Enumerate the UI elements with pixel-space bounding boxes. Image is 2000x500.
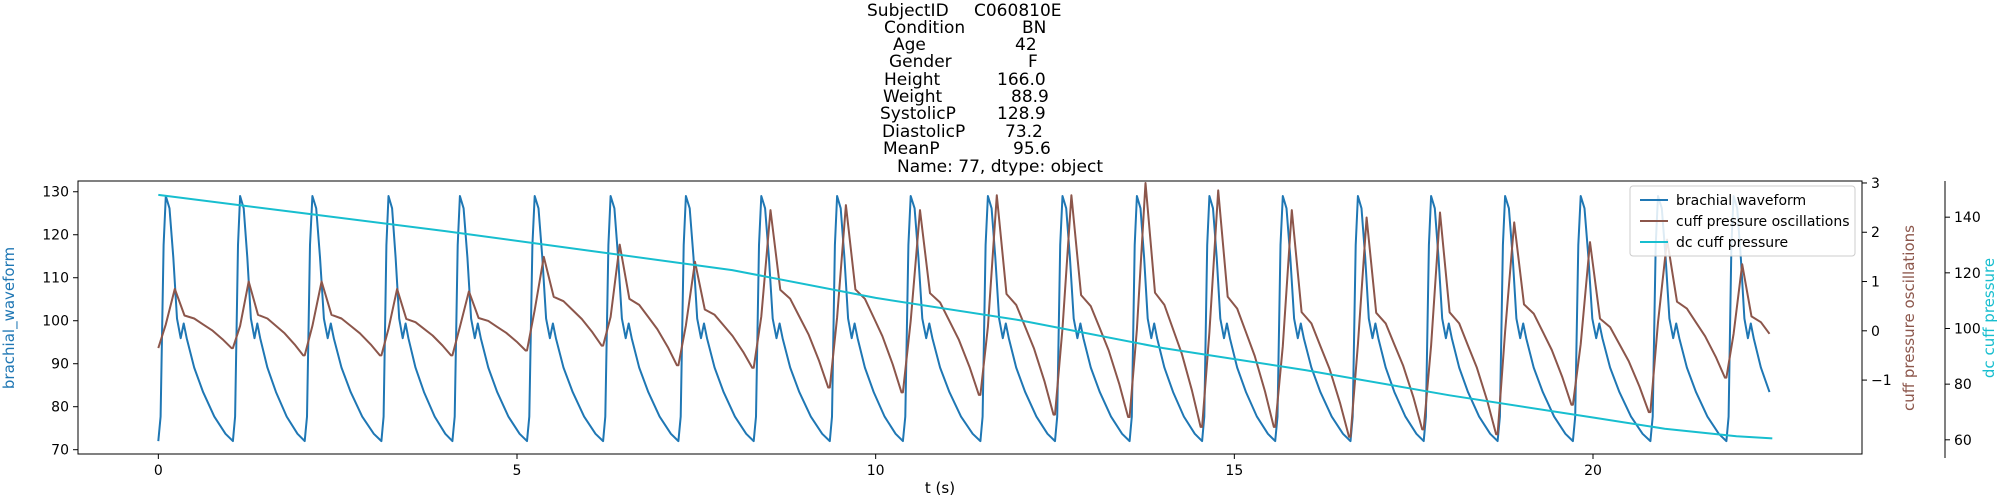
- left-tick-label-120: 120: [42, 228, 69, 244]
- title-systolic-value: 128.9: [997, 104, 1046, 124]
- title-age-value: 42: [1015, 35, 1037, 55]
- left-tick-label-100: 100: [42, 314, 69, 330]
- right2-tick-label-120: 120: [1954, 266, 1981, 282]
- dc-cuff-pressure-axis-label: dc cuff pressure: [1980, 258, 1998, 378]
- right2-tick-label-100: 100: [1954, 321, 1981, 337]
- title-mean-key: MeanP: [883, 139, 940, 159]
- title-subject-id-key: SubjectID: [867, 1, 949, 21]
- right1-tick-label-1: 1: [1871, 275, 1880, 291]
- plot-frame: [77, 180, 1863, 455]
- left-tick-label-90: 90: [51, 357, 69, 373]
- title-gender-value: F: [1028, 52, 1038, 72]
- series-dc-cuff-pressure: [158, 193, 1773, 440]
- title-mean-value: 95.6: [1013, 139, 1051, 159]
- left-tick-label-110: 110: [42, 271, 69, 287]
- title-systolic-key: SystolicP: [880, 104, 956, 124]
- x-tick-label-10: 10: [867, 463, 885, 479]
- cuff-pressure-oscillations-axis-label: cuff pressure oscillations: [1900, 225, 1918, 411]
- x-tick-label-15: 15: [1225, 463, 1243, 479]
- series-brachial-waveform: [157, 195, 1771, 443]
- title-height-key: Height: [884, 70, 941, 90]
- x-tick-label-20: 20: [1584, 463, 1602, 479]
- legend-label-cuff-pressure-oscillations: cuff pressure oscillations: [1676, 214, 1850, 230]
- title-weight-value: 88.9: [1011, 87, 1049, 107]
- series-cuff-pressure-oscillations: [157, 182, 1771, 438]
- title-weight-key: Weight: [883, 87, 943, 107]
- left-tick-label-130: 130: [42, 185, 69, 201]
- legend-box: [1629, 185, 1856, 257]
- x-tick-label-5: 5: [513, 463, 522, 479]
- title-condition-key: Condition: [884, 18, 965, 38]
- right2-tick-label-140: 140: [1954, 210, 1981, 226]
- legend-label-brachial-waveform: brachial waveform: [1676, 193, 1806, 209]
- title-gender-key: Gender: [889, 52, 952, 72]
- legend-label-dc-cuff-pressure: dc cuff pressure: [1676, 235, 1788, 251]
- brachial-waveform-axis-label: brachial_waveform: [0, 247, 19, 389]
- right2-tick-label-60: 60: [1954, 433, 1972, 449]
- right1-tick-label--1: −1: [1871, 373, 1892, 389]
- right1-tick-label-2: 2: [1871, 225, 1880, 241]
- title-height-value: 166.0: [997, 70, 1046, 90]
- right1-tick-label-0: 0: [1871, 324, 1880, 340]
- title-condition-value: BN: [1022, 18, 1046, 38]
- chart-title: SubjectID C060810E Condition BN Age 42 G…: [867, 1, 1103, 177]
- legend: brachial waveform cuff pressure oscillat…: [1629, 185, 1856, 257]
- title-age-key: Age: [893, 35, 926, 55]
- title-diastolic-value: 73.2: [1005, 122, 1043, 142]
- title-diastolic-key: DiastolicP: [882, 122, 965, 142]
- right1-tick-label-3: 3: [1871, 176, 1880, 192]
- x-tick-label-0: 0: [154, 463, 163, 479]
- right2-tick-label-80: 80: [1954, 377, 1972, 393]
- title-footer: Name: 77, dtype: object: [897, 157, 1103, 177]
- left-tick-label-80: 80: [51, 400, 69, 416]
- x-axis-label: t (s): [925, 479, 955, 497]
- left-tick-label-70: 70: [51, 443, 69, 459]
- title-subject-id-value: C060810E: [974, 1, 1062, 21]
